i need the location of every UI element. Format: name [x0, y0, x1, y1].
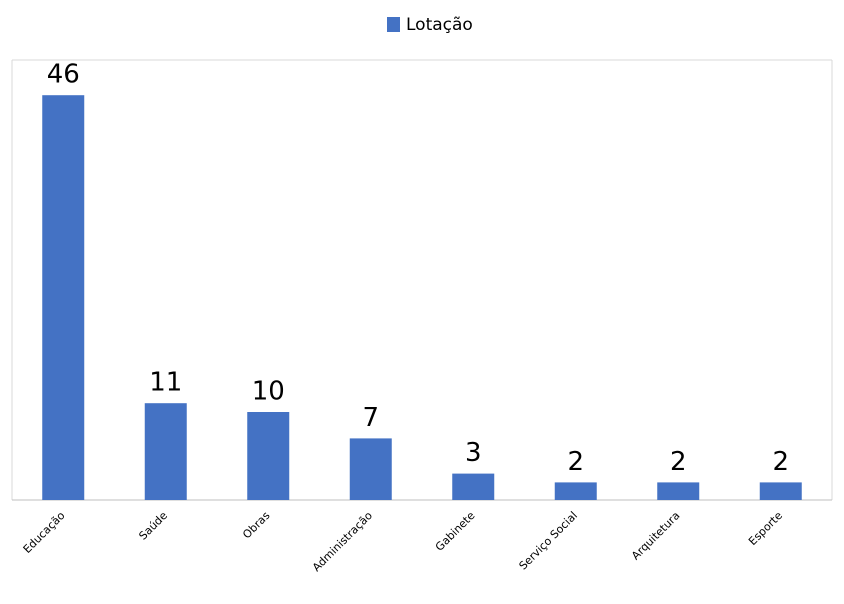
bar: [144, 403, 187, 500]
data-label: 2: [772, 447, 789, 477]
bar: [452, 473, 495, 500]
bar: [247, 412, 290, 500]
data-label: 46: [47, 60, 80, 90]
bar: [657, 482, 700, 500]
bar: [42, 95, 85, 500]
legend-swatch: [387, 17, 400, 32]
data-label: 2: [670, 447, 687, 477]
bar: [759, 482, 802, 500]
data-label: 3: [465, 438, 482, 468]
data-label: 2: [567, 447, 584, 477]
bar: [349, 438, 392, 500]
bar: [554, 482, 597, 500]
data-label: 7: [362, 403, 379, 433]
legend-label: Lotação: [406, 15, 473, 35]
data-label: 11: [149, 368, 182, 398]
data-label: 10: [252, 377, 285, 407]
